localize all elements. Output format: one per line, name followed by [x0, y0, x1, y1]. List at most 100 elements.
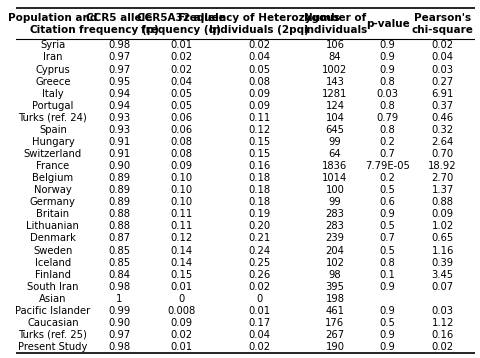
Text: Frequency of Heterozygous
Individuals (2pq): Frequency of Heterozygous Individuals (2… — [178, 13, 339, 35]
Text: Iceland: Iceland — [35, 257, 71, 267]
Text: 0.6: 0.6 — [379, 197, 395, 207]
Text: 0.88: 0.88 — [431, 197, 453, 207]
Text: 0: 0 — [256, 294, 262, 304]
Text: 0.01: 0.01 — [170, 342, 192, 352]
Text: 0.15: 0.15 — [170, 270, 192, 280]
Text: 0.15: 0.15 — [248, 137, 270, 147]
Text: Switzerland: Switzerland — [24, 149, 82, 159]
Text: 0.2: 0.2 — [379, 137, 395, 147]
Text: Iran: Iran — [43, 53, 62, 63]
Text: Turks (ref. 25): Turks (ref. 25) — [18, 330, 87, 340]
Text: 0.32: 0.32 — [431, 125, 453, 135]
Text: 0.8: 0.8 — [379, 125, 395, 135]
Text: 0.09: 0.09 — [170, 318, 192, 328]
Text: 0.90: 0.90 — [108, 161, 130, 171]
Text: 0.95: 0.95 — [108, 77, 130, 87]
Text: 102: 102 — [325, 257, 344, 267]
Text: Norway: Norway — [34, 185, 72, 195]
Text: 0.008: 0.008 — [167, 306, 195, 316]
Text: 1014: 1014 — [322, 173, 347, 183]
Text: 0.98: 0.98 — [108, 282, 130, 292]
Text: 0.46: 0.46 — [431, 113, 453, 123]
Text: 0.08: 0.08 — [170, 149, 192, 159]
Text: p-value: p-value — [365, 19, 408, 29]
Text: 6.91: 6.91 — [431, 89, 453, 99]
Text: Asian: Asian — [39, 294, 67, 304]
Text: 0.93: 0.93 — [108, 125, 130, 135]
Text: 106: 106 — [325, 40, 344, 50]
Text: 0.5: 0.5 — [379, 221, 395, 231]
Text: 0.10: 0.10 — [170, 185, 192, 195]
Text: 0.97: 0.97 — [108, 53, 130, 63]
Text: 0.02: 0.02 — [170, 53, 192, 63]
Text: 204: 204 — [325, 246, 344, 256]
Text: 0.94: 0.94 — [108, 101, 130, 111]
Text: 0.8: 0.8 — [379, 257, 395, 267]
Text: 1836: 1836 — [322, 161, 347, 171]
Text: CCR5A32 allele
frequency (q): CCR5A32 allele frequency (q) — [137, 13, 225, 35]
Text: 104: 104 — [325, 113, 344, 123]
Text: 0.17: 0.17 — [248, 318, 270, 328]
Text: Pacific Islander: Pacific Islander — [15, 306, 90, 316]
Text: 0.18: 0.18 — [248, 197, 270, 207]
Text: 64: 64 — [328, 149, 340, 159]
Text: 0.5: 0.5 — [379, 318, 395, 328]
Text: 0.91: 0.91 — [108, 149, 130, 159]
Text: 0.11: 0.11 — [170, 209, 192, 219]
Text: 267: 267 — [324, 330, 344, 340]
Text: 0.25: 0.25 — [248, 257, 270, 267]
Text: 0.8: 0.8 — [379, 101, 395, 111]
Text: 0.01: 0.01 — [248, 306, 270, 316]
Text: 0.1: 0.1 — [379, 270, 395, 280]
Text: 0.9: 0.9 — [379, 282, 395, 292]
Text: 0.9: 0.9 — [379, 53, 395, 63]
Text: 0.19: 0.19 — [248, 209, 270, 219]
Text: 0.20: 0.20 — [248, 221, 270, 231]
Text: 0.04: 0.04 — [248, 330, 270, 340]
Text: 84: 84 — [328, 53, 340, 63]
Text: 0.09: 0.09 — [248, 101, 270, 111]
Text: Turks (ref. 24): Turks (ref. 24) — [19, 113, 87, 123]
Text: 0.01: 0.01 — [170, 282, 192, 292]
Text: 0.05: 0.05 — [248, 64, 270, 74]
Text: 0.98: 0.98 — [108, 342, 130, 352]
Text: 0.79: 0.79 — [376, 113, 398, 123]
Text: 0.05: 0.05 — [170, 101, 192, 111]
Text: 0.03: 0.03 — [431, 64, 453, 74]
Text: 0.07: 0.07 — [431, 282, 453, 292]
Text: 0.85: 0.85 — [108, 257, 130, 267]
Text: 0.9: 0.9 — [379, 330, 395, 340]
Text: 3.45: 3.45 — [431, 270, 453, 280]
Text: 0.16: 0.16 — [431, 330, 453, 340]
Text: 1281: 1281 — [322, 89, 347, 99]
Text: 283: 283 — [325, 221, 344, 231]
Text: Syria: Syria — [40, 40, 65, 50]
Text: 0.91: 0.91 — [108, 137, 130, 147]
Text: 98: 98 — [328, 270, 340, 280]
Text: 0.18: 0.18 — [248, 185, 270, 195]
Text: 0.5: 0.5 — [379, 185, 395, 195]
Text: 0.7: 0.7 — [379, 233, 395, 243]
Text: 0.01: 0.01 — [170, 40, 192, 50]
Text: 0.16: 0.16 — [248, 161, 270, 171]
Text: 0.02: 0.02 — [248, 342, 270, 352]
Text: 0.9: 0.9 — [379, 64, 395, 74]
Text: Number of
individuals: Number of individuals — [302, 13, 366, 35]
Text: 1.12: 1.12 — [431, 318, 453, 328]
Text: 239: 239 — [325, 233, 344, 243]
Text: 0.93: 0.93 — [108, 113, 130, 123]
Text: 0.02: 0.02 — [248, 282, 270, 292]
Text: 0.7: 0.7 — [379, 149, 395, 159]
Text: 0.2: 0.2 — [379, 173, 395, 183]
Text: 0.11: 0.11 — [248, 113, 270, 123]
Text: 0.87: 0.87 — [108, 233, 130, 243]
Text: South Iran: South Iran — [27, 282, 79, 292]
Text: Greece: Greece — [35, 77, 71, 87]
Text: 0.8: 0.8 — [379, 77, 395, 87]
Text: 2.70: 2.70 — [431, 173, 453, 183]
Text: 0.85: 0.85 — [108, 246, 130, 256]
Text: 0.5: 0.5 — [379, 246, 395, 256]
Text: Sweden: Sweden — [33, 246, 72, 256]
Text: 0.14: 0.14 — [170, 246, 192, 256]
Text: Belgium: Belgium — [32, 173, 73, 183]
